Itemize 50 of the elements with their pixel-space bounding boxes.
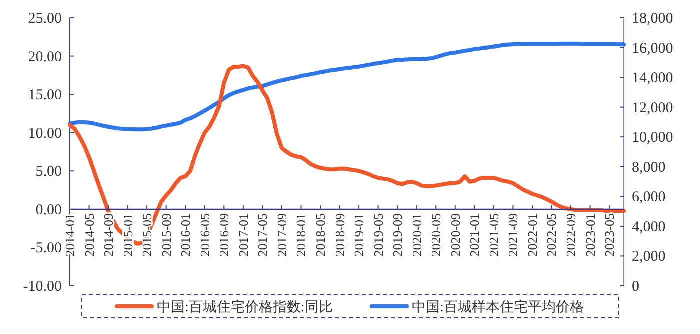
x-tick-label: 2020-01 bbox=[409, 213, 424, 257]
x-tick-label: 2022-01 bbox=[524, 213, 540, 257]
y-tick-label: 10.00 bbox=[28, 126, 62, 142]
y-tick-label: -10.00 bbox=[23, 279, 62, 295]
y2-tick-label: 12,000 bbox=[632, 100, 674, 116]
x-tick-label: 2019-05 bbox=[370, 213, 386, 257]
x-tick-label: 2023-05 bbox=[602, 213, 618, 257]
x-tick-label: 2017-05 bbox=[255, 213, 270, 257]
x-tick-label: 2014-05 bbox=[82, 213, 97, 257]
y2-tick-label: 16,000 bbox=[632, 40, 674, 57]
x-tick-label: 2020-09 bbox=[448, 213, 463, 257]
y2-tick-label: 4,000 bbox=[632, 219, 666, 236]
x-tick-label: 2021-01 bbox=[467, 213, 482, 257]
y2-tick-label: 14,000 bbox=[632, 70, 674, 87]
legend-label: 中国:百城住宅价格指数:同比 bbox=[157, 300, 333, 316]
x-tick-label: 2016-09 bbox=[216, 213, 232, 257]
y-tick-label: 5.00 bbox=[36, 164, 62, 180]
y2-tick-label: 6,000 bbox=[632, 190, 666, 206]
x-tick-label: 2022-09 bbox=[564, 213, 579, 257]
x-tick-label: 2018-05 bbox=[313, 213, 328, 257]
x-tick-label: 2018-01 bbox=[294, 213, 309, 257]
x-tick-label: 2015-05 bbox=[140, 213, 155, 257]
y-tick-label: 15.00 bbox=[28, 88, 62, 104]
x-tick-label: 2017-01 bbox=[236, 213, 251, 257]
x-tick-label: 2017-09 bbox=[274, 213, 290, 257]
y2-tick-label: 0 bbox=[632, 279, 640, 295]
legend-label: 中国:百城样本住宅平均价格 bbox=[412, 300, 584, 316]
y-tick-label: 0.00 bbox=[36, 202, 62, 218]
y2-tick-label: 8,000 bbox=[632, 160, 666, 176]
x-tick-label: 2015-01 bbox=[120, 213, 136, 257]
y2-tick-label: 18,000 bbox=[632, 11, 674, 27]
x-tick-label: 2020-05 bbox=[428, 213, 444, 257]
x-tick-label: 2019-01 bbox=[352, 213, 367, 257]
y-tick-label: -5.00 bbox=[30, 240, 62, 257]
y-tick-label: 20.00 bbox=[28, 49, 62, 66]
x-tick-label: 2019-09 bbox=[390, 213, 406, 257]
x-tick-label: 2023-01 bbox=[582, 213, 598, 257]
x-tick-label: 2018-09 bbox=[332, 213, 348, 257]
x-tick-label: 2021-09 bbox=[506, 213, 521, 257]
x-tick-label: 2022-05 bbox=[544, 213, 560, 257]
y-tick-label: 25.00 bbox=[28, 11, 62, 27]
y2-tick-label: 2,000 bbox=[632, 249, 666, 266]
x-tick-label: 2016-05 bbox=[197, 213, 212, 257]
x-tick-label: 2015-09 bbox=[158, 213, 174, 257]
x-tick-label: 2014-09 bbox=[101, 213, 116, 257]
y2-tick-label: 10,000 bbox=[632, 130, 674, 146]
x-tick-label: 2021-05 bbox=[486, 213, 502, 257]
x-tick-label: 2016-01 bbox=[178, 213, 194, 257]
x-tick-label: 2014-01 bbox=[62, 213, 78, 257]
line-series bbox=[68, 42, 626, 132]
